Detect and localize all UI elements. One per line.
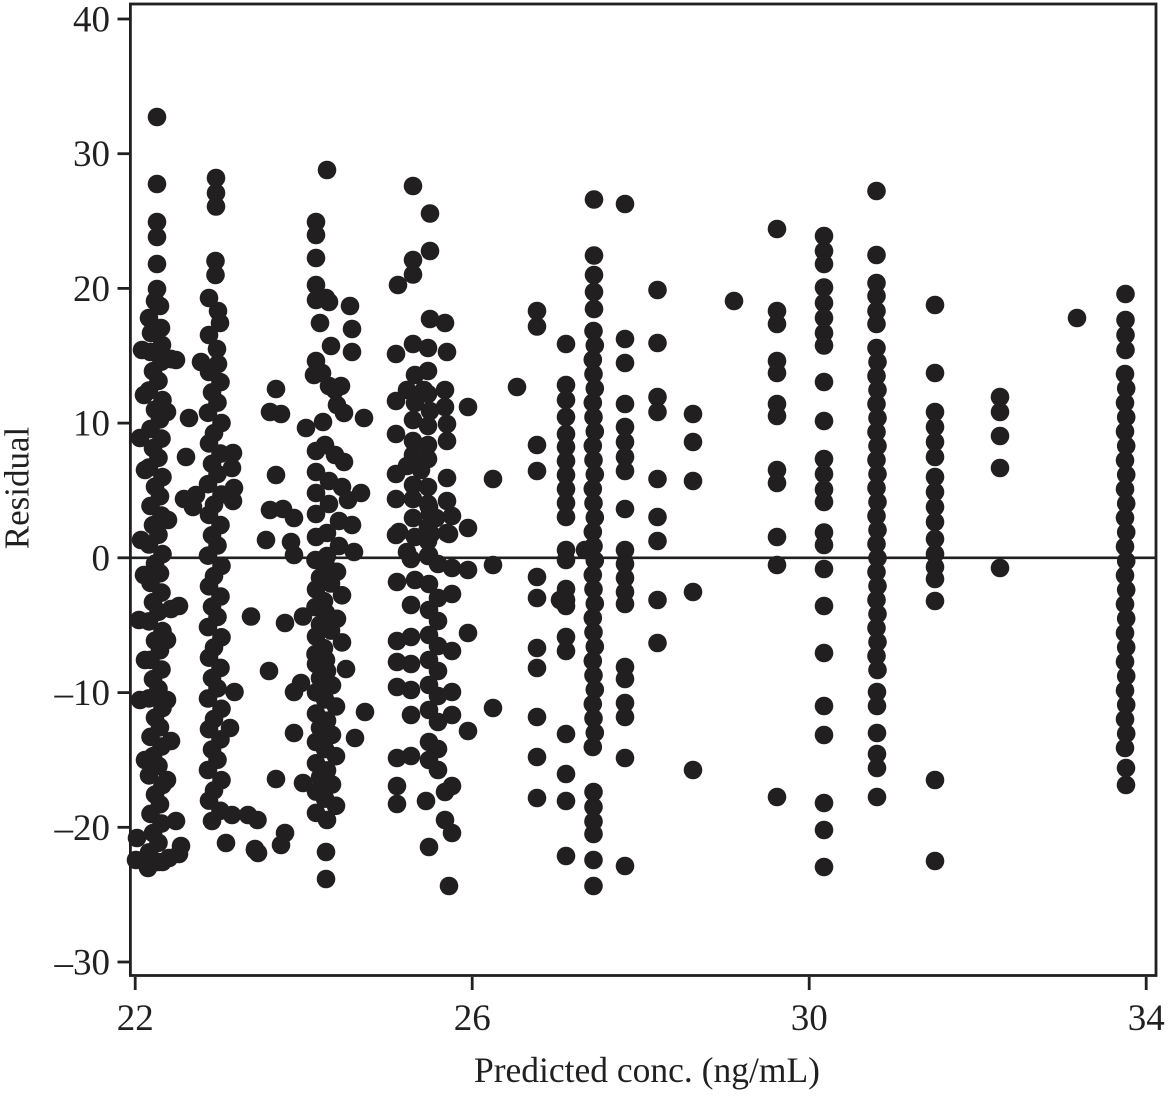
svg-text:0: 0 [92,538,111,579]
svg-text:Residual: Residual [0,426,37,549]
svg-text:–10: –10 [54,673,111,714]
svg-text:40: 40 [73,0,110,41]
svg-text:34: 34 [1128,998,1165,1039]
svg-text:26: 26 [454,998,491,1039]
svg-text:30: 30 [791,998,828,1039]
svg-text:–20: –20 [54,808,111,849]
svg-text:Predicted conc. (ng/mL): Predicted conc. (ng/mL) [474,1050,820,1090]
svg-text:20: 20 [73,269,110,310]
svg-text:10: 10 [73,404,110,445]
svg-text:22: 22 [117,998,154,1039]
svg-text:30: 30 [73,134,110,175]
svg-text:–30: –30 [54,943,111,984]
